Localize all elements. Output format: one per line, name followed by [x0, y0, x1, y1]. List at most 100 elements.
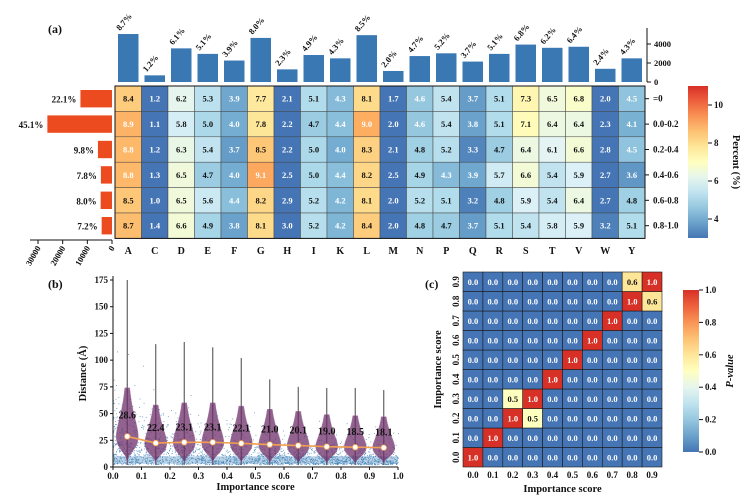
scatter-point [140, 442, 142, 444]
scatter-point [248, 461, 250, 462]
scatter-point [116, 426, 118, 428]
scatter-point [206, 463, 208, 465]
scatter-point [278, 453, 280, 455]
cell-value: 5.0 [308, 170, 319, 180]
scatter-point [342, 461, 343, 463]
cell-value: 8.5 [123, 195, 134, 205]
scatter-point [263, 460, 265, 462]
scatter-point [313, 452, 315, 454]
scatter-point [341, 459, 343, 461]
top-bar-label: 4.3% [326, 36, 346, 57]
scatter-point [245, 462, 247, 464]
top-bar-label: 6.8% [511, 22, 531, 43]
cell-value: 5.1 [441, 195, 452, 205]
colorbar-tick: 10 [714, 100, 724, 110]
cell-value: 0.0 [488, 277, 499, 287]
cell-value: 0.0 [647, 374, 658, 384]
scatter-point [270, 462, 272, 463]
scatter-point [143, 425, 145, 427]
scatter-point [368, 434, 370, 435]
scatter-point [275, 459, 277, 461]
scatter-point [371, 463, 373, 465]
cell-value: 8.5 [255, 145, 266, 155]
cell-value: 4.0 [335, 145, 346, 155]
scatter-point [181, 461, 183, 463]
cell-value: 4.0 [229, 119, 240, 129]
scatter-point [119, 451, 121, 453]
scatter-point [202, 461, 203, 463]
scatter-point [176, 462, 178, 464]
scatter-point [362, 458, 364, 460]
scatter-point [248, 455, 250, 457]
heatmap-cell [300, 136, 328, 163]
scatter-point [373, 456, 375, 458]
scatter-point [362, 455, 364, 457]
scatter-point [230, 460, 232, 462]
y-tick: 0.0 [451, 451, 461, 463]
scatter-point [124, 458, 126, 460]
y-tick: 0.2 [451, 412, 461, 424]
scatter-point [205, 460, 207, 462]
scatter-point [318, 463, 319, 465]
scatter-point [189, 459, 191, 461]
scatter-point [277, 462, 279, 464]
scatter-point [266, 462, 268, 464]
scatter-point [248, 457, 250, 459]
scatter-point [229, 464, 231, 466]
y-tick: 0.6 [451, 334, 461, 346]
scatter-point [319, 457, 321, 459]
scatter-point [314, 463, 316, 465]
scatter-point [374, 433, 376, 434]
heatmap-cell [247, 85, 275, 112]
left-bar-label: 45.1% [19, 120, 44, 130]
scatter-point [342, 464, 344, 466]
panel-a: (a)8.4 1.2 6.2 5.3 3.9 7.7 2.1 5.1 4.3 8.1 1.7 4.6 5… [19, 11, 741, 267]
scatter-point [118, 461, 120, 463]
scatter-point [338, 449, 340, 451]
cell-value: 0.0 [627, 316, 638, 326]
scatter-point [274, 463, 276, 465]
scatter-point [236, 463, 238, 465]
scatter-point [139, 416, 141, 418]
scatter-point [259, 455, 260, 457]
cell-value: 1.4 [149, 221, 160, 231]
scatter-point [175, 454, 177, 456]
panel-label: (a) [48, 22, 62, 36]
scatter-point [145, 452, 147, 454]
scatter-point [222, 454, 224, 456]
scatter-point [141, 426, 142, 428]
scatter-point [309, 447, 311, 449]
scatter-point [336, 458, 338, 460]
scatter-point [342, 445, 344, 447]
heatmap-cell [194, 187, 222, 214]
y-tick: 125 [95, 328, 109, 338]
scatter-point [170, 445, 172, 447]
scatter-point [349, 462, 351, 464]
scatter-point [365, 452, 367, 454]
scatter-point [312, 459, 314, 461]
scatter-point [181, 460, 183, 462]
scatter-point [378, 461, 380, 463]
scatter-point [282, 457, 284, 459]
violin [116, 387, 139, 466]
scatter-point [116, 444, 117, 446]
scatter-point [358, 460, 359, 462]
scatter-point [347, 457, 349, 459]
scatter-point [319, 457, 321, 459]
scatter-point [132, 464, 133, 466]
scatter-point [250, 458, 252, 460]
scatter-point [198, 414, 200, 416]
scatter-point [243, 459, 245, 460]
cell-value: 5.2 [308, 195, 319, 205]
cell-value: 0.0 [507, 335, 518, 345]
x-tick: 0.4 [547, 470, 559, 480]
scatter-point [114, 428, 116, 430]
scatter-point [319, 458, 321, 460]
scatter-point [291, 462, 293, 464]
scatter-point [209, 464, 211, 466]
cell-value: 1.7 [388, 94, 399, 104]
scatter-point [123, 457, 125, 458]
scatter-point [210, 460, 212, 461]
left-axis-tick: 20000 [48, 244, 67, 267]
scatter-point [262, 462, 264, 464]
